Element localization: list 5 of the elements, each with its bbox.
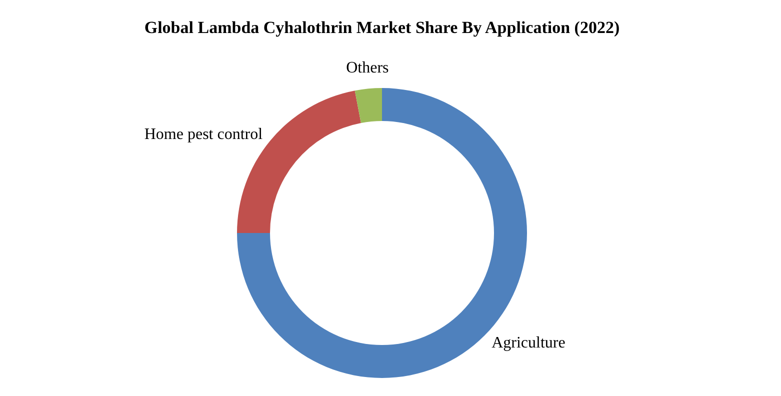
slice-label: Others [346,60,389,77]
chart-title: Global Lambda Cyhalothrin Market Share By Application (2022) [144,18,620,37]
donut-slice [354,88,382,123]
slice-label: Agriculture [492,334,566,352]
slice-label: Home pest control [144,126,264,144]
